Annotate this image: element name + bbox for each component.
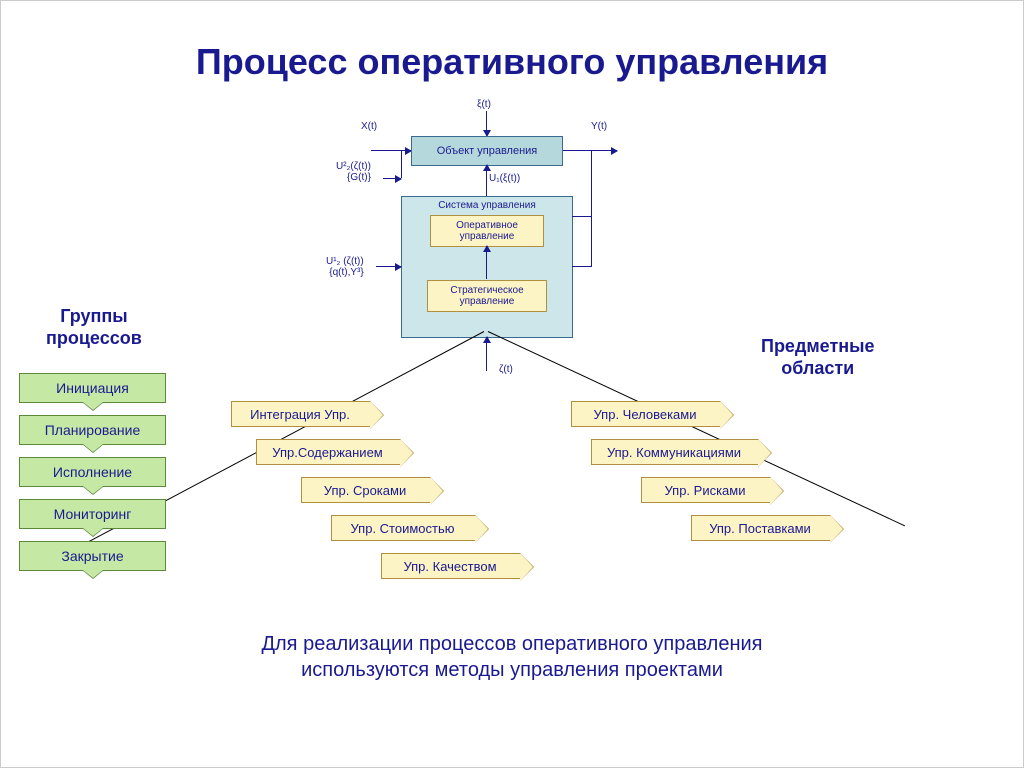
strategic-box: Стратегическое управление bbox=[427, 280, 547, 312]
arrow-xi-down bbox=[486, 111, 487, 136]
system-box: Система управления Оперативное управлени… bbox=[401, 196, 573, 338]
label-U12: U¹₂ (ζ(t)) {q(t),Y³} bbox=[326, 256, 364, 278]
process-group-1: Планирование bbox=[19, 415, 166, 445]
label-U1xi: U₁(ξ(t)) bbox=[489, 173, 520, 184]
process-group-3: Мониторинг bbox=[19, 499, 166, 529]
subject-area-8: Упр. Поставками bbox=[691, 515, 831, 541]
control-diagram: ξ(t) X(t) Y(t) Объект управления U²₂(ζ(t… bbox=[301, 101, 701, 381]
subject-area-6: Упр. Коммуникациями bbox=[591, 439, 759, 465]
subject-area-0: Интеграция Упр. bbox=[231, 401, 371, 427]
label-X: X(t) bbox=[361, 121, 377, 132]
left-section-label: Группы процессов bbox=[46, 306, 142, 349]
arrow-U22-in bbox=[383, 178, 401, 179]
subject-area-3: Упр. Стоимостью bbox=[331, 515, 476, 541]
operative-box: Оперативное управление bbox=[430, 215, 544, 247]
label-zeta: ζ(t) bbox=[499, 364, 513, 375]
page-title: Процесс оперативного управления bbox=[1, 41, 1023, 83]
arrow-Y-out bbox=[562, 150, 617, 151]
footer-text: Для реализации процессов оперативного уп… bbox=[1, 631, 1023, 683]
subject-area-4: Упр. Качеством bbox=[381, 553, 521, 579]
arrow-U12-in bbox=[376, 266, 401, 267]
line-U22-v bbox=[401, 150, 402, 178]
arrow-U1-up bbox=[486, 165, 487, 196]
system-title: Система управления bbox=[402, 200, 572, 211]
subject-area-2: Упр. Сроками bbox=[301, 477, 431, 503]
label-Y: Y(t) bbox=[591, 121, 607, 132]
process-group-2: Исполнение bbox=[19, 457, 166, 487]
process-group-4: Закрытие bbox=[19, 541, 166, 571]
right-section-label: Предметные области bbox=[761, 336, 875, 379]
process-group-0: Инициация bbox=[19, 373, 166, 403]
line-fb-h2 bbox=[572, 216, 592, 217]
label-U22: U²₂(ζ(t)) {G(t)} bbox=[336, 161, 371, 183]
line-fb-v bbox=[591, 150, 592, 266]
slide: Процесс оперативного управления ξ(t) X(t… bbox=[0, 0, 1024, 768]
object-box: Объект управления bbox=[411, 136, 563, 166]
arrow-strat-to-oper bbox=[486, 246, 487, 279]
arrow-X-in bbox=[371, 150, 411, 151]
line-fb-h bbox=[572, 266, 592, 267]
label-xi: ξ(t) bbox=[477, 99, 491, 110]
subject-area-1: Упр.Содержанием bbox=[256, 439, 401, 465]
subject-area-7: Упр. Рисками bbox=[641, 477, 771, 503]
subject-area-5: Упр. Человеками bbox=[571, 401, 721, 427]
arrow-zeta-up bbox=[486, 337, 487, 371]
